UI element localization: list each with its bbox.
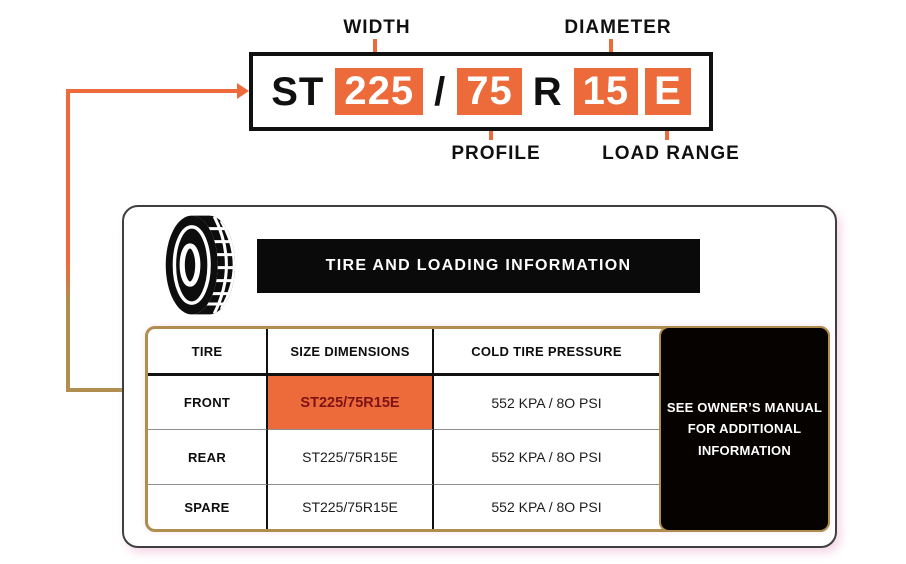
owners-manual-note-line-1: SEE OWNER’S MANUAL <box>666 399 823 415</box>
rear-size-cell: ST225/75R15E <box>268 430 434 485</box>
spare-pressure-cell: 552 KPA / 8O PSI <box>491 499 602 515</box>
code-profile-value: 75 <box>457 68 522 115</box>
code-width-value: 225 <box>335 68 424 115</box>
tire-size-code-box: ST 225 / 75 R 15 E <box>249 52 713 131</box>
front-size-cell: ST225/75R15E <box>268 376 434 430</box>
load-range-label: LOAD RANGE <box>602 143 740 164</box>
code-diameter-value: 15 <box>573 68 639 115</box>
owners-manual-note-line-3: INFORMATION <box>698 442 791 458</box>
rear-pressure-cell: 552 KPA / 8O PSI <box>434 430 659 485</box>
width-label: WIDTH <box>343 17 411 38</box>
tire-icon <box>165 215 236 315</box>
owners-manual-note-line-2: FOR ADDITIONAL <box>687 421 802 437</box>
code-prefix: ST <box>271 69 325 114</box>
pointer-line-vertical <box>66 89 70 392</box>
profile-label: PROFILE <box>451 143 541 164</box>
column-header-size: SIZE DIMENSIONS <box>268 329 434 376</box>
arrow-head-icon <box>237 83 249 99</box>
rear-row-label: REAR <box>148 430 268 485</box>
column-header-pressure: COLD TIRE PRESSURE <box>434 329 659 376</box>
spare-row-label: SPARE <box>148 485 268 529</box>
tire-loading-card: TIRE AND LOADING INFORMATION TIRE SIZE D… <box>122 205 837 548</box>
tire-info-grid: TIRE SIZE DIMENSIONS COLD TIRE PRESSURE … <box>148 329 659 529</box>
diameter-label: DIAMETER <box>564 17 672 38</box>
diameter-tick <box>609 39 613 61</box>
code-construction: R <box>532 69 563 114</box>
code-separator: / <box>434 69 447 114</box>
front-pressure-cell: 552 KPA / 8O PSI <box>434 376 659 430</box>
width-tick <box>373 39 377 61</box>
spare-size-cell: ST225/75R15E <box>268 485 434 529</box>
pointer-line-top <box>68 89 238 93</box>
tire-info-table: TIRE SIZE DIMENSIONS COLD TIRE PRESSURE … <box>145 326 830 532</box>
front-row-label: FRONT <box>148 376 268 430</box>
banner-title: TIRE AND LOADING INFORMATION <box>257 239 700 293</box>
code-load-range-value: E <box>645 68 691 115</box>
owners-manual-note: SEE OWNER’S MANUAL FOR ADDITIONAL INFORM… <box>659 326 830 532</box>
column-header-tire: TIRE <box>148 329 268 376</box>
pointer-line-bottom <box>66 388 124 392</box>
